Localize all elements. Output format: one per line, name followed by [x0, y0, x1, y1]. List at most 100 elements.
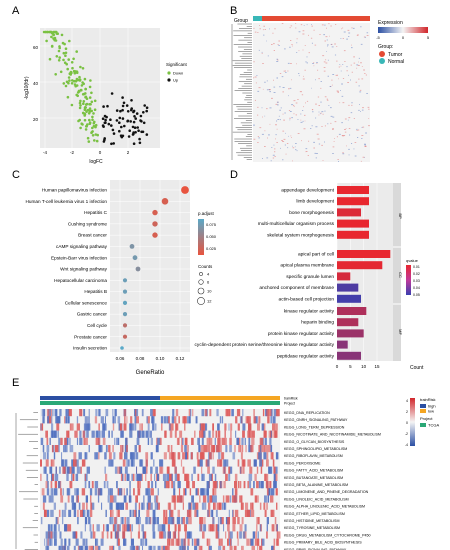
volcano-point-up	[103, 114, 107, 118]
heatmap-cell	[219, 459, 223, 467]
heatmap-cell	[187, 416, 191, 424]
volcano-point-down	[92, 112, 95, 115]
heatmap-cell	[324, 40, 326, 42]
heatmap-cell	[264, 146, 266, 147]
heatmap-cell	[145, 459, 148, 467]
heatmap-cell	[85, 517, 88, 525]
pathway-label: KEGG_DRUG_METABOLISM_CYTOCHROME_P450	[284, 533, 371, 537]
heatmap-cell	[46, 445, 50, 453]
volcano-point-up	[101, 117, 105, 120]
volcano-point-up	[127, 135, 131, 138]
heatmap-cell	[142, 531, 145, 539]
heatmap-cell	[204, 409, 208, 417]
heatmap-cell	[302, 120, 304, 122]
volcano-point-down	[90, 91, 93, 95]
heatmap-cell	[122, 473, 124, 481]
heatmap-cell	[164, 524, 166, 532]
heatmap-cell	[275, 423, 278, 431]
heatmap-cell	[284, 144, 286, 146]
heatmap-cell	[161, 545, 165, 550]
heatmap-cell	[64, 538, 67, 546]
heatmap-cell	[341, 135, 344, 136]
heatmap-cell	[97, 488, 101, 496]
heatmap-cell	[126, 416, 128, 424]
heatmap-cell	[295, 149, 297, 151]
heatmap-cell	[326, 39, 328, 41]
heatmap-cell	[50, 430, 54, 438]
heatmap-cell	[108, 430, 110, 438]
volcano-legend-title: Significant	[166, 62, 188, 67]
volcano-point-down	[89, 103, 92, 106]
heatmap-cell	[255, 531, 257, 539]
heatmap-cell	[76, 466, 80, 474]
heatmap-cell	[165, 430, 167, 438]
heatmap-cell	[276, 120, 278, 122]
heatmap-cell	[299, 91, 302, 93]
volcano-point-up	[107, 122, 111, 126]
heatmap-cell	[103, 481, 106, 489]
heatmap-cell	[50, 481, 53, 489]
heatmap-cell	[147, 423, 150, 431]
heatmap-cell	[282, 87, 285, 88]
padj-tick: 0.050	[206, 234, 217, 239]
heatmap-cell	[63, 466, 66, 474]
heatmap-cell	[314, 44, 317, 46]
heatmap-cell	[180, 495, 184, 503]
heatmap-cell	[273, 43, 275, 45]
heatmap-cell	[124, 473, 126, 481]
heatmap-cell	[264, 495, 267, 503]
heatmap-cell	[141, 502, 143, 510]
heatmap-cell	[84, 452, 88, 460]
heatmap-cell	[145, 452, 149, 460]
heatmap-cell	[223, 524, 225, 532]
heatmap-cell	[186, 473, 190, 481]
heatmap-cell	[343, 31, 346, 33]
volcano-ytick: 40	[33, 81, 39, 86]
heatmap-cell	[330, 122, 332, 124]
heatmap-cell	[64, 437, 67, 445]
heatmap-cell	[259, 445, 262, 453]
heatmap-cell	[229, 466, 233, 474]
heatmap-cell	[334, 121, 337, 123]
heatmap-cell	[155, 466, 158, 474]
heatmap-cell	[261, 51, 263, 53]
heatmap-cell	[200, 545, 203, 550]
volcano-point-down	[88, 110, 92, 113]
dotplot-term-label: Human papillomavirus infection	[42, 188, 108, 193]
heatmap-cell	[124, 452, 128, 460]
heatmap-cell	[136, 437, 139, 445]
heatmap-cell	[146, 517, 149, 525]
heatmap-cell	[302, 110, 304, 111]
heatmap-cell	[317, 96, 320, 98]
heatmap-cell	[219, 416, 222, 424]
heatmap-cell	[217, 517, 220, 525]
heatmap-cell	[74, 488, 77, 496]
volcano-point-down	[50, 35, 53, 39]
heatmap-cell	[291, 79, 292, 81]
heatmap-cell	[110, 531, 113, 539]
heatmap-cell	[265, 473, 269, 481]
heatmap-cell	[45, 459, 49, 467]
volcano-point-down	[78, 75, 81, 79]
go-bar	[337, 230, 369, 239]
heatmap-cell	[150, 466, 153, 474]
heatmap-cell	[134, 502, 137, 510]
volcano-point-down	[82, 102, 85, 105]
heatmap-cell	[171, 495, 174, 503]
heatmap-cell	[50, 524, 53, 532]
heatmap-cell	[336, 74, 338, 76]
train-risk-bar-low	[160, 396, 280, 400]
dotplot-point	[152, 209, 158, 216]
heatmap-cell	[105, 524, 109, 532]
heatmap-cell	[46, 473, 49, 481]
volcano-point-down	[56, 32, 59, 35]
heatmap-cell	[261, 445, 265, 453]
heatmap-cell	[61, 452, 63, 460]
legend-low-swatch	[420, 409, 426, 413]
heatmap-cell	[273, 409, 278, 417]
heatmap-cell	[143, 531, 147, 539]
heatmap-cell	[167, 473, 170, 481]
volcano-point-down	[54, 73, 57, 76]
heatmap-cell	[140, 538, 142, 546]
heatmap-cell	[238, 481, 240, 489]
